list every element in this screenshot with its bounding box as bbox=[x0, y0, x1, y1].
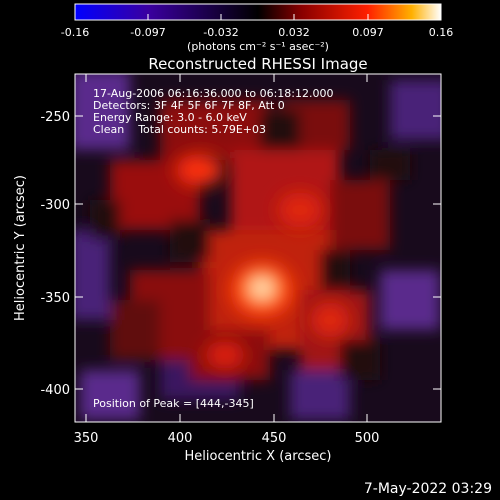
x-tick-label: 350 bbox=[74, 431, 99, 446]
timestamp: 7-May-2022 03:29 bbox=[363, 481, 492, 497]
x-tick-label: 400 bbox=[168, 431, 193, 446]
colorbar-tick-label: -0.16 bbox=[61, 26, 89, 39]
plot-title: Reconstructed RHESSI Image bbox=[148, 55, 367, 73]
x-axis-label: Heliocentric X (arcsec) bbox=[185, 449, 332, 464]
annotation-time-range: 17-Aug-2006 06:16:36.000 to 06:18:12.000 bbox=[93, 87, 334, 100]
colorbar-tick-label: 0.16 bbox=[429, 26, 454, 39]
colorbar bbox=[74, 3, 442, 21]
colorbar-tick-label: -0.097 bbox=[130, 26, 165, 39]
annotation-peak-position: Position of Peak = [444,-345] bbox=[93, 397, 254, 410]
annotation-energy-range: Energy Range: 3.0 - 6.0 keV bbox=[93, 111, 247, 124]
axis-ticks bbox=[75, 74, 441, 422]
annotation-clean-counts: Clean Total counts: 5.79E+03 bbox=[93, 123, 267, 136]
y-tick-label: -250 bbox=[40, 110, 70, 125]
heatmap-image bbox=[75, 74, 441, 422]
y-tick-label: -350 bbox=[40, 291, 70, 306]
colorbar-ticks bbox=[74, 14, 442, 20]
x-tick-label: 450 bbox=[262, 431, 287, 446]
y-tick-label: -400 bbox=[40, 383, 70, 398]
annotation-detectors: Detectors: 3F 4F 5F 6F 7F 8F, Att 0 bbox=[93, 99, 285, 112]
colorbar-tick-label: -0.032 bbox=[203, 26, 238, 39]
x-tick-label: 500 bbox=[355, 431, 380, 446]
colorbar-tick-label: 0.032 bbox=[278, 26, 310, 39]
colorbar-tick-label: 0.097 bbox=[352, 26, 384, 39]
y-axis-label: Heliocentric Y (arcsec) bbox=[13, 175, 28, 321]
plot-frame bbox=[74, 73, 442, 423]
colorbar-unit-label: (photons cm⁻² s⁻¹ asec⁻²) bbox=[187, 40, 329, 53]
y-tick-label: -300 bbox=[40, 198, 70, 213]
